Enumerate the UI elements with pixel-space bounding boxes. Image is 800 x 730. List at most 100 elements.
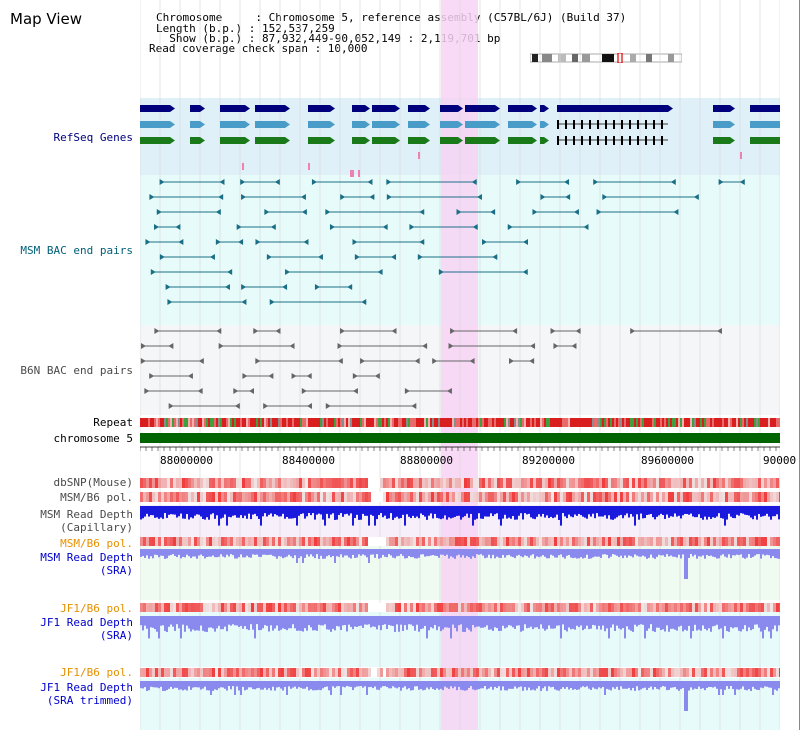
genome-browser-plot[interactable]: [140, 0, 780, 730]
depth-bar: [744, 616, 746, 626]
depth-bar: [284, 506, 286, 519]
depth-bar: [228, 681, 230, 687]
bac-end-marker: [234, 403, 240, 409]
repeat-segment: [620, 418, 622, 427]
repeat-segment: [556, 418, 558, 427]
depth-bar: [770, 616, 772, 639]
heat-cell: [509, 478, 512, 488]
depth-bar: [510, 506, 512, 519]
heat-cell: [203, 668, 206, 677]
heat-cell: [251, 603, 254, 612]
heat-cell: [665, 603, 668, 612]
heat-cell: [605, 668, 608, 677]
track-label-jf1-depth-trimmed: JF1 Read Depth: [40, 681, 133, 694]
depth-bar: [204, 616, 206, 632]
repeat-segment: [642, 418, 644, 427]
repeat-segment: [230, 418, 232, 427]
heat-cell: [494, 537, 497, 546]
heat-cell: [752, 537, 755, 546]
heat-cell: [191, 478, 194, 488]
heat-cell: [305, 478, 308, 488]
repeat-segment: [712, 418, 714, 427]
heat-cell: [554, 492, 557, 502]
heat-cell: [350, 492, 353, 502]
heat-cell: [146, 492, 149, 502]
depth-bar: [606, 506, 608, 519]
heat-cell: [410, 603, 413, 612]
heat-cell: [575, 668, 578, 677]
depth-bar: [624, 616, 626, 639]
depth-bar: [214, 506, 216, 519]
heat-cell: [719, 492, 722, 502]
depth-bar: [206, 681, 208, 691]
depth-bar: [468, 681, 470, 688]
heat-cell: [560, 492, 563, 502]
track-label-dbsnp: dbSNP(Mouse): [53, 476, 133, 489]
depth-bar: [468, 506, 470, 518]
heat-cell: [368, 492, 371, 502]
heat-cell: [269, 537, 272, 546]
heat-cell: [443, 478, 446, 488]
heat-cell: [383, 492, 386, 502]
depth-bar: [750, 549, 752, 558]
depth-bar: [436, 506, 438, 518]
depth-bar: [546, 506, 548, 516]
heat-cell: [296, 668, 299, 677]
depth-bar: [632, 681, 634, 688]
repeat-segment: [362, 418, 364, 427]
bac-end-marker: [522, 269, 528, 275]
heat-cell: [224, 537, 227, 546]
heat-cell: [677, 603, 680, 612]
chromosome-ideogram[interactable]: [530, 53, 682, 63]
heat-cell: [758, 492, 761, 502]
depth-bar: [340, 681, 342, 695]
depth-bar: [490, 506, 492, 514]
repeat-segment: [384, 418, 386, 427]
depth-bar: [750, 506, 752, 518]
depth-bar: [682, 616, 684, 632]
gene-exon: [653, 120, 655, 129]
bac-end-marker: [540, 194, 546, 200]
bac-end-marker: [159, 179, 165, 185]
bac-end-marker: [187, 373, 193, 379]
heat-cell: [200, 668, 203, 677]
depth-bar: [444, 681, 446, 687]
heat-cell: [761, 603, 764, 612]
gene-exon: [573, 136, 575, 145]
depth-bar: [662, 681, 664, 687]
heat-cell: [221, 603, 224, 612]
depth-bar: [680, 681, 682, 690]
depth-bar: [262, 681, 264, 690]
heat-cell: [323, 603, 326, 612]
heat-cell: [419, 478, 422, 488]
depth-bar: [734, 549, 736, 556]
heat-cell: [521, 668, 524, 677]
depth-bar: [548, 506, 550, 519]
depth-bar: [294, 616, 296, 629]
repeat-segment: [650, 418, 652, 427]
depth-bar: [196, 549, 198, 559]
depth-bar: [562, 506, 564, 514]
bac-end-marker: [417, 254, 423, 260]
heat-cell: [557, 492, 560, 502]
repeat-segment: [598, 418, 600, 427]
bac-end-marker: [575, 328, 581, 334]
heat-cell: [497, 492, 500, 502]
repeat-segment: [528, 418, 530, 427]
depth-bar: [358, 506, 360, 520]
depth-bar: [470, 681, 472, 687]
depth-bar: [298, 506, 300, 516]
repeat-segment: [506, 418, 508, 427]
heat-cell: [320, 492, 323, 502]
depth-bar: [650, 506, 652, 514]
heat-cell: [695, 492, 698, 502]
heat-cell: [419, 492, 422, 502]
depth-bar: [170, 506, 172, 515]
depth-bar: [186, 549, 188, 555]
depth-bar: [304, 506, 306, 519]
heat-cell: [626, 668, 629, 677]
depth-bar: [182, 506, 184, 519]
heat-cell: [512, 492, 515, 502]
heat-cell: [275, 537, 278, 546]
depth-bar: [294, 681, 296, 687]
